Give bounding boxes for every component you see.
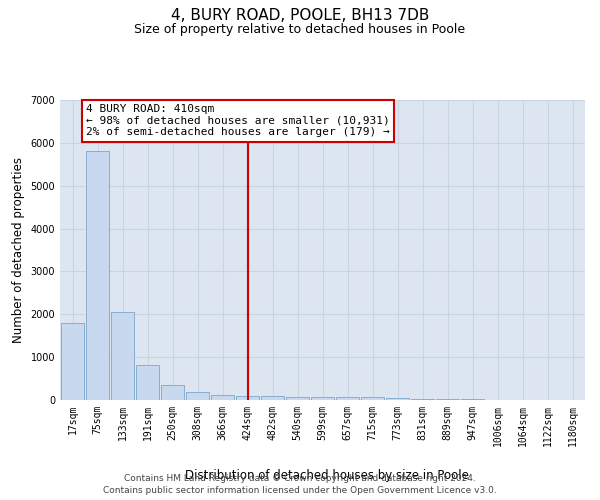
Y-axis label: Number of detached properties: Number of detached properties bbox=[12, 157, 25, 343]
Bar bbox=[111, 312, 134, 400]
Bar bbox=[411, 398, 434, 400]
Bar bbox=[361, 397, 384, 400]
Bar bbox=[336, 397, 359, 400]
Bar bbox=[161, 386, 184, 400]
Bar bbox=[61, 323, 84, 400]
Bar bbox=[86, 152, 109, 400]
Text: 4, BURY ROAD, POOLE, BH13 7DB: 4, BURY ROAD, POOLE, BH13 7DB bbox=[171, 8, 429, 22]
Bar bbox=[186, 392, 209, 400]
Bar bbox=[286, 396, 309, 400]
Bar bbox=[261, 396, 284, 400]
Text: 4 BURY ROAD: 410sqm
← 98% of detached houses are smaller (10,931)
2% of semi-det: 4 BURY ROAD: 410sqm ← 98% of detached ho… bbox=[86, 104, 390, 138]
Bar bbox=[436, 399, 459, 400]
Bar bbox=[236, 396, 259, 400]
Bar bbox=[211, 395, 234, 400]
Bar bbox=[136, 365, 159, 400]
Text: Distribution of detached houses by size in Poole: Distribution of detached houses by size … bbox=[185, 470, 469, 482]
Text: Size of property relative to detached houses in Poole: Size of property relative to detached ho… bbox=[134, 22, 466, 36]
Text: Contains HM Land Registry data © Crown copyright and database right 2024.
Contai: Contains HM Land Registry data © Crown c… bbox=[103, 474, 497, 495]
Bar bbox=[311, 397, 334, 400]
Bar bbox=[386, 398, 409, 400]
